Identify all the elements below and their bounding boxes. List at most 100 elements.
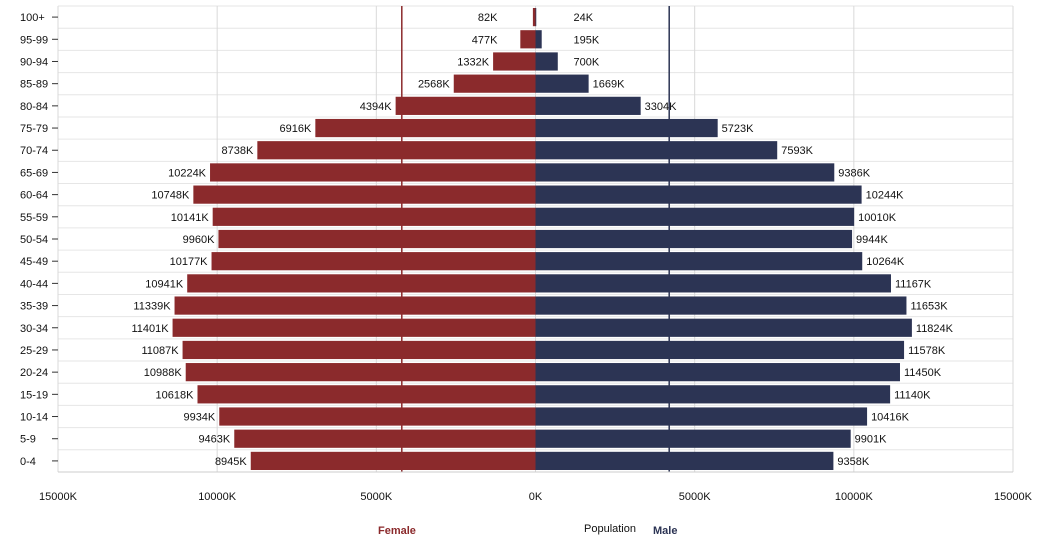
x-tick-label: 15000K (39, 491, 78, 503)
data-labels: 82K 24K 477K 195K 1332K 700K 2568K 1669K 4394K 33… (131, 12, 953, 468)
bar-male[interactable] (535, 385, 891, 404)
bar-female[interactable] (250, 451, 536, 471)
y-tick-label: 75-79 (20, 123, 48, 135)
y-tick-label: 30-34 (20, 323, 48, 335)
y-tick-label: 35-39 (20, 301, 48, 313)
data-label-male: 3304K (645, 101, 677, 113)
bar-female[interactable] (532, 7, 536, 27)
data-label-female: 11401K (131, 323, 169, 335)
bar-male[interactable] (535, 407, 868, 426)
bar-female[interactable] (187, 274, 536, 293)
data-label-male: 9944K (856, 234, 888, 246)
x-tick-label: 5000K (360, 491, 392, 503)
data-label-male: 10010K (858, 212, 897, 224)
y-tick-label: 40-44 (20, 278, 48, 290)
bar-male[interactable] (535, 451, 834, 471)
data-label-female: 9960K (183, 234, 215, 246)
bar-male[interactable] (535, 30, 542, 49)
bar-male[interactable] (535, 7, 537, 27)
bar-female[interactable] (211, 252, 536, 271)
data-label-female: 477K (472, 34, 498, 46)
data-label-male: 11450K (904, 367, 942, 379)
bar-female[interactable] (219, 407, 536, 426)
bar-female[interactable] (493, 52, 536, 71)
bar-male[interactable] (535, 296, 907, 315)
bar-male[interactable] (535, 74, 589, 93)
data-label-female: 11339K (133, 301, 171, 313)
data-label-female: 9934K (183, 412, 215, 424)
data-label-female: 6916K (280, 123, 312, 135)
bar-female[interactable] (172, 318, 536, 337)
y-tick-label: 20-24 (20, 367, 48, 379)
y-tick-label: 60-64 (20, 190, 48, 202)
data-label-female: 10618K (156, 389, 195, 401)
bar-female[interactable] (193, 185, 536, 204)
y-tick-label: 90-94 (20, 56, 48, 68)
legend-male[interactable]: Male (653, 525, 677, 537)
bar-female[interactable] (210, 163, 536, 182)
bar-female[interactable] (395, 96, 536, 115)
data-label-male: 1669K (593, 79, 625, 91)
bar-female[interactable] (197, 385, 536, 404)
data-label-female: 1332K (457, 56, 489, 68)
x-axis-title: Population (584, 523, 636, 535)
data-label-female: 2568K (418, 79, 450, 91)
data-label-female: 10177K (170, 256, 209, 268)
data-label-female: 82K (478, 12, 498, 24)
bar-male[interactable] (535, 274, 891, 293)
bar-male[interactable] (535, 340, 905, 360)
bar-female[interactable] (212, 207, 536, 226)
y-tick-label: 55-59 (20, 212, 48, 224)
bar-female[interactable] (453, 74, 536, 93)
bar-male[interactable] (535, 363, 900, 382)
x-tick-label: 10000K (198, 491, 237, 503)
reference-lines (401, 6, 670, 472)
x-tick-label: 5000K (679, 491, 711, 503)
bar-male[interactable] (535, 252, 863, 271)
y-tick-label: 100+ (20, 12, 45, 24)
data-label-female: 10988K (144, 367, 183, 379)
data-label-male: 24K (574, 12, 594, 24)
bar-male[interactable] (535, 163, 835, 182)
legend-female[interactable]: Female (378, 525, 416, 537)
bar-male[interactable] (535, 141, 778, 160)
data-label-female: 11087K (141, 345, 179, 357)
bar-female[interactable] (185, 363, 536, 382)
bar-female[interactable] (257, 141, 536, 160)
bar-male[interactable] (535, 429, 851, 448)
data-label-male: 10264K (866, 256, 905, 268)
data-label-male: 7593K (781, 145, 813, 157)
bar-male[interactable] (535, 229, 853, 249)
bar-male[interactable] (535, 207, 855, 226)
bar-male[interactable] (535, 96, 641, 115)
data-label-male: 11824K (916, 323, 954, 335)
y-tick-label: 15-19 (20, 389, 48, 401)
bars (172, 7, 912, 471)
data-label-male: 9901K (855, 434, 887, 446)
data-label-male: 11653K (910, 301, 948, 313)
data-label-male: 195K (574, 34, 600, 46)
bar-female[interactable] (218, 229, 536, 249)
bar-female[interactable] (315, 118, 536, 138)
bar-female[interactable] (520, 30, 536, 49)
data-label-female: 8945K (215, 456, 247, 468)
y-tick-label: 0-4 (20, 456, 36, 468)
x-tick-label: 15000K (994, 491, 1033, 503)
y-tick-label: 85-89 (20, 79, 48, 91)
data-label-male: 11140K (894, 389, 931, 401)
bar-female[interactable] (182, 340, 536, 360)
x-tick-label: 0K (529, 491, 543, 503)
bar-male[interactable] (535, 118, 718, 138)
data-label-male: 10416K (871, 412, 910, 424)
data-label-male: 9386K (838, 167, 870, 179)
data-label-female: 9463K (198, 434, 230, 446)
bar-female[interactable] (174, 296, 536, 315)
data-label-female: 8738K (222, 145, 254, 157)
data-label-female: 10748K (151, 190, 190, 202)
bar-male[interactable] (535, 52, 558, 71)
bar-male[interactable] (535, 318, 912, 337)
axes: 100+ 95-99 90-94 85-89 80-84 75-79 70-74 65-69 6… (20, 12, 1033, 503)
bar-female[interactable] (234, 429, 536, 448)
bar-male[interactable] (535, 185, 862, 204)
